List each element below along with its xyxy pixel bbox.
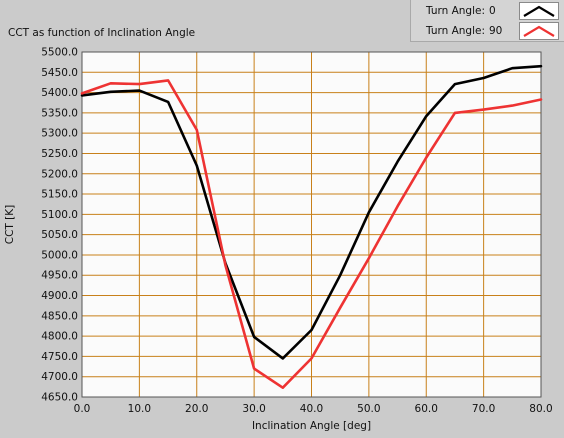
y-tick-label: 4900.0 (41, 290, 78, 302)
legend-value: 90 (489, 25, 503, 37)
x-tick-label: 20.0 (185, 403, 208, 415)
x-tick-label: 40.0 (300, 403, 323, 415)
y-tick-label: 5350.0 (41, 107, 78, 119)
y-tick-label: 5450.0 (41, 67, 78, 79)
x-tick-label: 50.0 (357, 403, 380, 415)
y-tick-label: 4700.0 (41, 371, 78, 383)
chart-title: CCT as function of Inclination Angle (8, 27, 196, 39)
y-tick-label: 4850.0 (41, 310, 78, 322)
series-line-1 (80, 79, 543, 390)
y-tick-label: 4800.0 (41, 331, 78, 343)
y-axis-label: CCT [K] (4, 205, 16, 245)
y-tick-label: 5500.0 (41, 47, 78, 59)
y-tick-label: 5150.0 (41, 189, 78, 201)
y-tick-label: 5400.0 (41, 87, 78, 99)
y-tick-label: 5100.0 (41, 209, 78, 221)
legend-value: 0 (489, 5, 496, 17)
y-tick-label: 5200.0 (41, 168, 78, 180)
legend-label: Turn Angle: (426, 25, 486, 37)
y-tick-label: 4750.0 (41, 351, 78, 363)
y-tick-label: 5250.0 (41, 148, 78, 160)
series-line-0 (80, 64, 543, 360)
y-tick-label: 4950.0 (41, 270, 78, 282)
y-tick-label: 5300.0 (41, 128, 78, 140)
x-tick-label: 10.0 (128, 403, 151, 415)
legend-swatch-icon[interactable] (519, 22, 559, 40)
legend-label: Turn Angle: (426, 5, 486, 17)
x-tick-label: 70.0 (472, 403, 495, 415)
x-tick-label: 60.0 (415, 403, 438, 415)
x-tick-label: 80.0 (529, 403, 552, 415)
y-tick-label: 5050.0 (41, 229, 78, 241)
y-tick-label: 4650.0 (41, 392, 78, 404)
legend-item-series-1[interactable]: Turn Angle: 90 (411, 21, 564, 41)
legend-item-series-0[interactable]: Turn Angle: 0 (411, 1, 564, 21)
x-axis-label: Inclination Angle [deg] (252, 420, 371, 432)
plot-frame (81, 51, 542, 398)
y-tick-label: 5000.0 (41, 249, 78, 261)
legend: Turn Angle: 0 Turn Angle: 90 (410, 0, 564, 42)
x-tick-label: 30.0 (242, 403, 265, 415)
x-tick-label: 0.0 (74, 403, 91, 415)
legend-swatch-icon[interactable] (519, 2, 559, 20)
